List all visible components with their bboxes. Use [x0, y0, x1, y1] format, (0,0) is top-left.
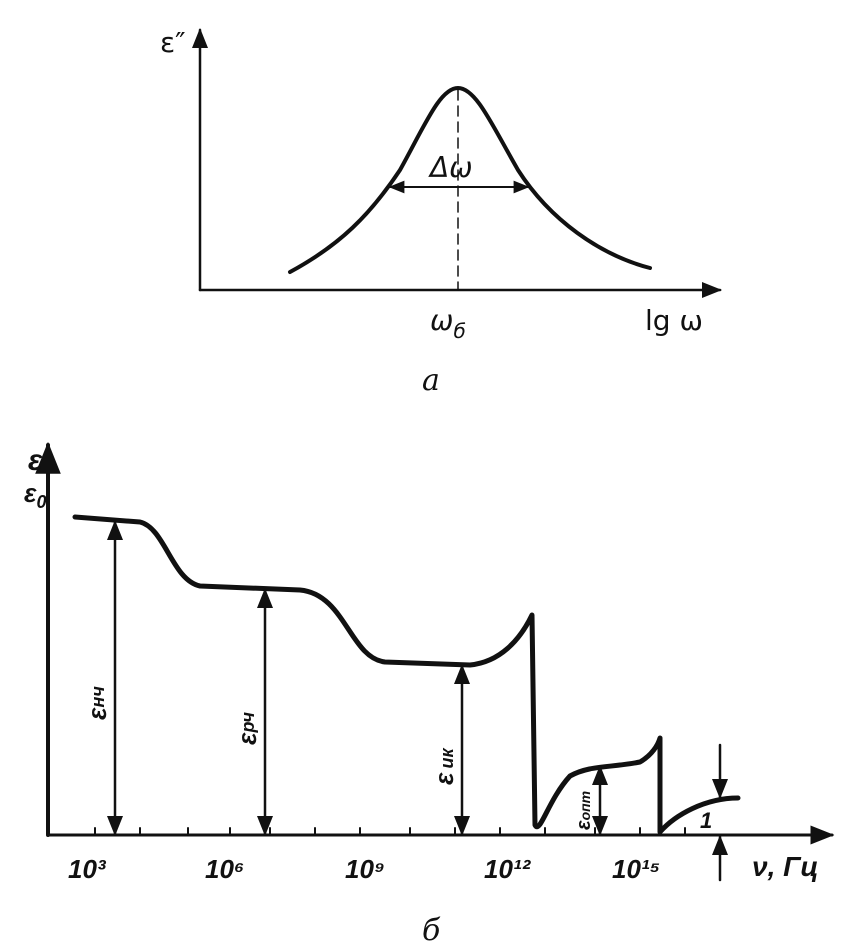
caption: б — [422, 913, 441, 948]
peak-label: ωб — [430, 304, 466, 343]
x-label: lg ω — [645, 304, 703, 337]
x-tick-label: 10⁶ — [205, 854, 244, 884]
x-tick-label: 10¹² — [484, 854, 532, 884]
width-label: Δω — [428, 151, 473, 184]
level-label: εрч — [232, 711, 262, 745]
level-label: εопт — [573, 791, 595, 830]
unity-label: 1 — [700, 808, 712, 833]
caption: а — [422, 363, 440, 398]
x-tick-label: 10⁹ — [345, 854, 385, 884]
level-label: εик — [429, 748, 459, 785]
x-tick-label: 10³ — [68, 854, 107, 884]
y-label: ε″ — [160, 26, 186, 59]
level-label: εнч — [82, 686, 112, 720]
x-tick-labels: 10³ 10⁶ 10⁹ 10¹² 10¹⁵ — [68, 854, 660, 884]
y-label: ε — [28, 444, 43, 477]
loss-peak-curve — [288, 86, 652, 274]
level-arrows — [107, 520, 728, 882]
x-label: ν, Гц — [752, 851, 818, 882]
y-level-label: ε0 — [24, 478, 46, 512]
x-tick-label: 10¹⁵ — [612, 854, 660, 884]
permittivity-curve — [72, 514, 741, 835]
panel-a: ε″ Δω ωб lg ω а — [160, 26, 722, 398]
panel-b: ε ε0 10³ 10⁶ 10⁹ 10¹² 10¹⁵ ν, Гц εнч εрч… — [24, 441, 835, 948]
